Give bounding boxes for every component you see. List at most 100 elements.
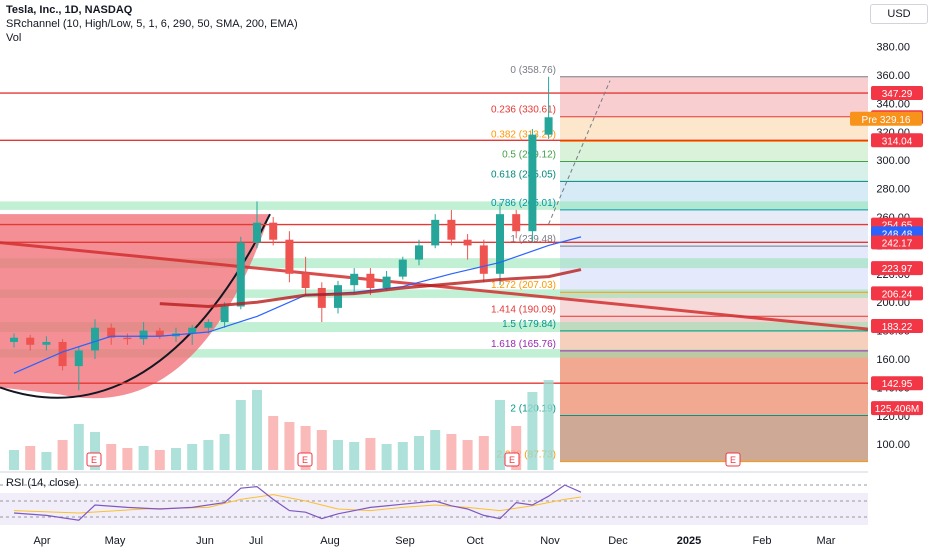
volume-bar [511,426,522,470]
volume-label[interactable]: Vol [6,32,22,44]
volume-bar [300,426,311,470]
fib-label: 1.414 (190.09) [491,304,556,315]
fib-zone [560,330,868,351]
svg-text:347.29: 347.29 [882,89,913,100]
volume-bar [446,434,457,470]
svg-text:248.48: 248.48 [882,229,913,240]
candle-body [317,288,326,308]
volume-bar [41,452,52,470]
price-tag: 125.406M [871,401,923,416]
candle-body [10,337,18,342]
fib-label: 1.272 (207.03) [491,280,556,291]
price-tag: 142.95 [871,376,923,391]
volume-bar [381,444,392,470]
candle-body [188,327,197,334]
sr-zone [0,322,868,333]
svg-text:206.24: 206.24 [882,289,913,300]
volume-bar [187,444,198,470]
svg-text:142.95: 142.95 [882,379,913,390]
volume-bar [171,448,181,470]
sr-zone [0,289,868,298]
candle-body [58,341,67,367]
candle-body [463,239,472,246]
fib-label: 0.236 (330.61) [491,105,556,116]
fib-zone [560,161,868,182]
time-tick: Apr [33,535,50,547]
candle-body [123,337,132,340]
fib-label: 0 (358.76) [510,65,556,76]
earnings-marker: E [504,452,520,467]
volume-bar [397,442,408,470]
volume-bar [73,424,84,470]
price-tick: 300.00 [876,155,910,167]
candle-body [544,117,553,135]
earnings-marker: E [297,452,313,467]
price-tick: 360.00 [876,70,910,82]
volume-bar [349,442,360,470]
candle-body [431,219,440,246]
volume-bar [57,440,68,470]
fib-zone [560,246,868,293]
candle-body [26,337,35,345]
time-tick: May [105,535,126,547]
volume-bar [462,440,473,470]
indicator-label[interactable]: SRchannel (10, High/Low, 5, 1, 6, 290, 5… [6,18,298,30]
svg-text:125.406M: 125.406M [875,404,919,415]
candle-body [496,214,504,274]
fib-label: 1 (239.48) [510,234,556,245]
price-pane: 0 (358.76) 0.236 (330.61) 0.382 (313.20) 0.… [0,65,869,470]
price-tag: 183.22 [871,319,923,334]
time-tick: Dec [608,535,628,547]
volume-bar [414,436,424,470]
price-tag: 206.24 [871,286,923,301]
currency-button[interactable]: USD [870,4,928,24]
volume-bar [365,438,376,470]
volume-bar [235,400,246,470]
price-axis: 380.00360.00340.00320.00300.00280.00260.… [850,0,932,550]
ema200-line [159,268,582,308]
volume-bar [106,444,117,470]
time-axis: Apr May Jun Jul Aug Sep Oct Nov Dec 2025 Feb Mar [33,535,835,547]
time-tick: Jun [196,535,214,547]
price-tick: 280.00 [876,184,910,196]
candle-body [236,242,245,307]
volume-bar [9,450,19,470]
volume-bar [543,380,554,470]
candle-body [204,322,213,328]
time-tick: Feb [753,535,772,547]
volume-bar [268,416,279,470]
candle-body [220,306,229,323]
price-tick: 380.00 [876,42,910,54]
rsi-label[interactable]: RSI (14, close) [6,477,79,489]
svg-text:314.04: 314.04 [882,136,913,147]
time-tick: 2025 [677,535,701,547]
fib-label: 0.382 (313.20) [491,129,556,140]
fib-label: 1.5 (179.84) [502,319,556,330]
candle-body [447,219,456,240]
candle-body [334,285,342,308]
candle-body [139,330,148,340]
sr-zone [0,349,868,358]
premarket-label: Pre 329.16 [862,115,911,126]
candle-body [253,222,261,243]
candle-body [366,273,375,288]
svg-text:E: E [302,455,308,465]
candle-body [42,341,51,345]
price-tick: 160.00 [876,354,910,366]
sr-zone [0,201,868,210]
rsi-band [0,493,868,525]
price-tick: 340.00 [876,98,910,110]
volume-bar [284,422,295,470]
time-tick: Jul [249,535,263,547]
time-tick: Oct [466,535,483,547]
candle-body [301,273,310,288]
candle-body [91,327,99,351]
fib-zone [560,415,868,462]
earnings-marker: E [86,452,102,467]
volume-bar [430,430,441,470]
rsi-pane: 80.0060.0040.0070.6264.92 [0,471,932,525]
earnings-marker: E [725,452,741,467]
candle-body [398,259,407,277]
candle-body [285,239,294,274]
